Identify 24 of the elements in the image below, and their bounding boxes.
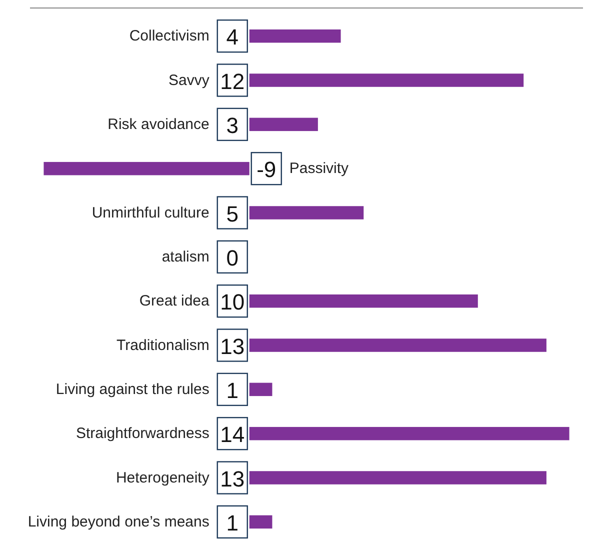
- data-label: 14: [220, 422, 245, 448]
- y-tick-label: Passivity: [289, 160, 350, 178]
- y-tick-label: Heterogeneity: [116, 469, 210, 486]
- y-tick-label: Risk avoidance: [108, 116, 210, 133]
- y-tick-label: Straightforwardness: [76, 425, 210, 442]
- data-label: 12: [220, 68, 245, 94]
- y-tick-label: Great idea: [139, 292, 210, 310]
- y-tick-label: Living beyond one’s means: [28, 513, 210, 530]
- y-tick-label: Living against the rules: [56, 380, 210, 398]
- data-label: 3: [226, 112, 238, 138]
- y-tick-label: Savvy: [168, 72, 210, 89]
- y-tick-label: Unmirthful culture: [92, 204, 210, 222]
- data-label: 13: [220, 334, 245, 359]
- data-label: -9: [256, 157, 276, 182]
- y-tick-label: Collectivism: [129, 28, 210, 45]
- data-label: 0: [226, 245, 238, 270]
- data-label: 5: [226, 201, 238, 226]
- data-label: 13: [220, 466, 245, 492]
- data-label: 1: [226, 510, 238, 536]
- y-tick-label: Traditionalism: [116, 336, 210, 354]
- y-tick-label: atalism: [162, 248, 210, 266]
- data-label: 4: [226, 24, 238, 50]
- data-label: 10: [220, 290, 245, 315]
- data-label: 1: [226, 378, 238, 403]
